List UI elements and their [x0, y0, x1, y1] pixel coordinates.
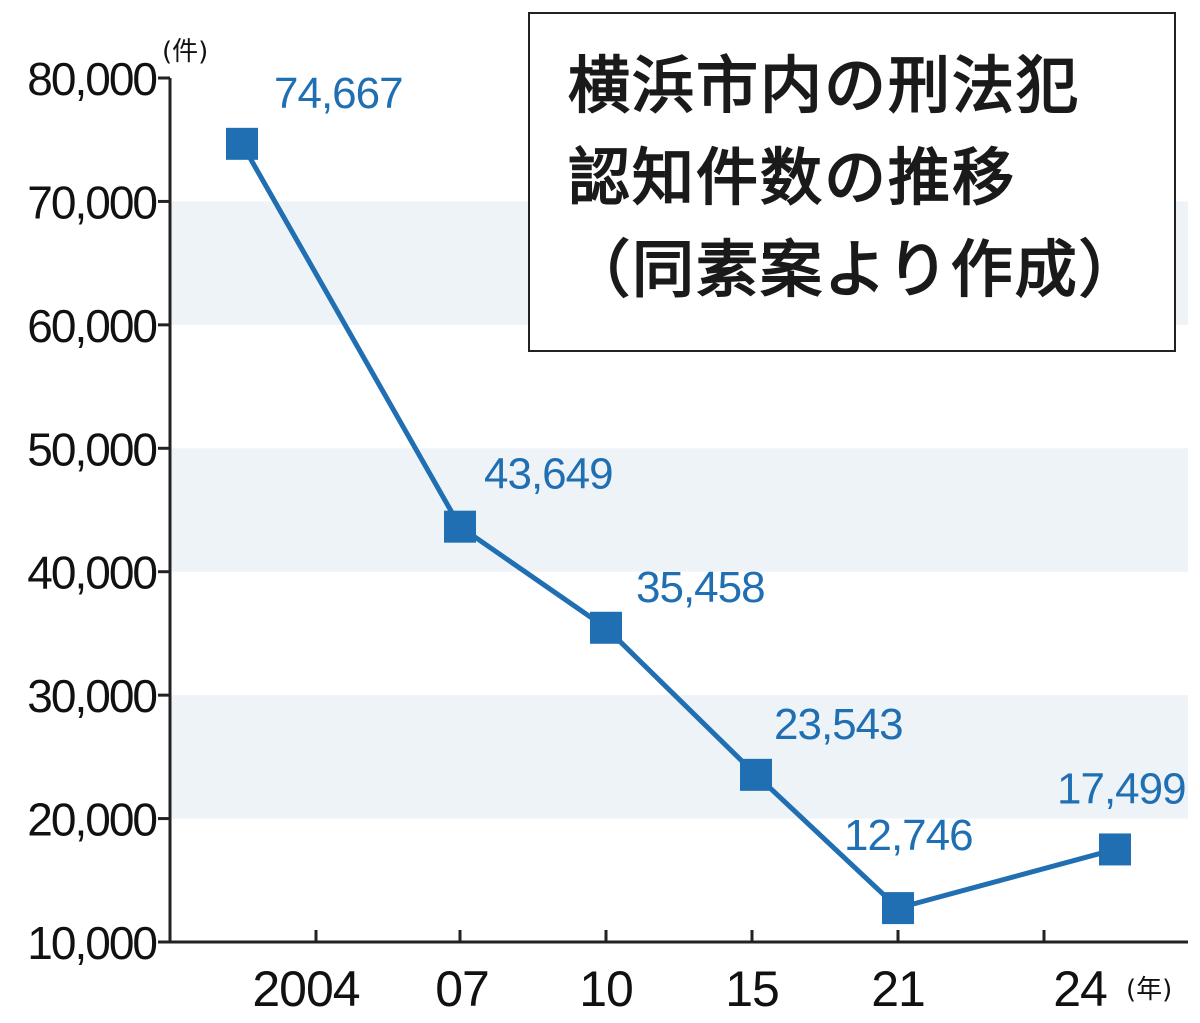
data-point-marker [226, 127, 258, 160]
data-label: 74,667 [274, 69, 403, 118]
chart-title-box: 横浜市内の刑法犯 認知件数の推移 （同素案より作成） [528, 12, 1176, 352]
data-label: 35,458 [636, 563, 765, 612]
series-line [239, 142, 1116, 911]
chart-title-line-1: 横浜市内の刑法犯 [568, 49, 1081, 122]
y-tick-label: 70,000 [27, 176, 156, 228]
x-tick-labels: 2004 07 10 15 21 24 [252, 930, 1108, 1017]
data-point-marker [740, 758, 772, 791]
y-tick-label: 80,000 [27, 53, 156, 105]
data-series: 74,667 43,649 35,458 23,543 12,746 17,499 [226, 69, 1187, 925]
x-tick-label: 15 [725, 961, 779, 1017]
x-tick-label: 07 [435, 961, 489, 1017]
data-label: 23,543 [774, 700, 903, 749]
y-unit-label: (件) [162, 37, 208, 67]
grid-band [170, 695, 1188, 819]
y-tick-label: 10,000 [27, 917, 156, 969]
data-label: 17,499 [1057, 764, 1186, 813]
data-label: 12,746 [844, 811, 973, 860]
y-tick-label: 20,000 [27, 794, 156, 846]
y-tick-label: 60,000 [27, 300, 156, 352]
grid-band [170, 448, 1188, 572]
chart-title-line-2: 認知件数の推移 [568, 141, 1017, 214]
x-tick-label: 21 [871, 961, 925, 1017]
y-tick-label: 40,000 [27, 547, 156, 599]
data-point-marker [590, 611, 622, 644]
data-point-marker [1099, 833, 1131, 866]
data-label: 43,649 [484, 450, 613, 499]
x-tick-label: 2004 [252, 961, 359, 1017]
y-tick-labels: 10,000 20,000 30,000 40,000 50,000 60,000 70,0… [27, 53, 170, 969]
y-tick-label: 30,000 [27, 670, 156, 722]
y-tick-label: 50,000 [27, 423, 156, 475]
axes [168, 78, 1188, 944]
x-tick-label: 10 [579, 961, 633, 1017]
chart-title-line-3: （同素案より作成） [568, 233, 1143, 306]
x-unit-label: (年) [1126, 975, 1172, 1005]
data-point-marker [444, 510, 476, 543]
x-tick-label: 24 [1053, 961, 1107, 1017]
data-point-marker [882, 892, 914, 925]
